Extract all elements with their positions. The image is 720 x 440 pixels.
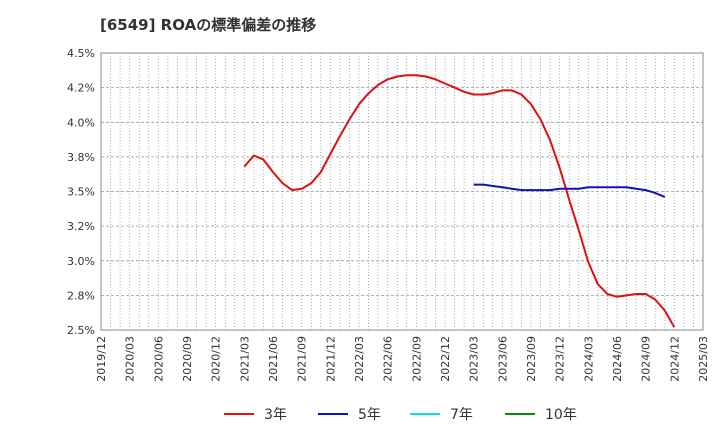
x-tick-label: 2024/09	[640, 336, 653, 382]
y-tick-label: 3.5%	[67, 186, 95, 199]
legend-label: 3年	[264, 407, 287, 423]
x-tick-label: 2023/03	[468, 336, 481, 382]
x-tick-label: 2024/03	[582, 336, 595, 382]
y-tick-label: 3.0%	[67, 255, 95, 268]
x-tick-label: 2022/06	[382, 336, 395, 382]
plot-border	[100, 52, 704, 331]
x-tick-label: 2019/12	[95, 336, 108, 382]
series-line	[473, 183, 666, 198]
x-tick-label: 2025/03	[697, 336, 710, 382]
x-tick-label: 2020/12	[210, 336, 223, 382]
y-tick-label: 2.8%	[67, 289, 95, 302]
x-tick-label: 2023/09	[525, 336, 538, 382]
y-tick-label: 3.8%	[67, 151, 95, 164]
x-tick-label: 2021/12	[324, 336, 337, 382]
x-tick-label: 2022/09	[410, 336, 423, 382]
x-tick-label: 2022/12	[439, 336, 452, 382]
x-tick-label: 2023/12	[554, 336, 567, 382]
x-tick-label: 2024/06	[611, 336, 624, 382]
x-tick-label: 2020/06	[152, 336, 165, 382]
legend-label: 5年	[358, 407, 381, 423]
x-tick-label: 2020/03	[124, 336, 137, 382]
series-line	[243, 74, 676, 328]
y-tick-label: 2.5%	[67, 324, 95, 337]
x-tick-label: 2023/06	[496, 336, 509, 382]
legend-label: 10年	[545, 407, 577, 423]
y-tick-label: 4.5%	[67, 47, 95, 60]
y-tick-label: 4.2%	[67, 82, 95, 95]
x-tick-label: 2022/03	[353, 336, 366, 382]
x-tick-label: 2021/06	[267, 336, 280, 382]
x-tick-label: 2021/03	[238, 336, 251, 382]
x-tick-label: 2021/09	[296, 336, 309, 382]
x-tick-label: 2024/12	[668, 336, 681, 382]
y-tick-label: 3.2%	[67, 220, 95, 233]
legend-label: 7年	[450, 407, 473, 423]
x-tick-label: 2020/09	[181, 336, 194, 382]
chart-title: [6549] ROAの標準偏差の推移	[100, 16, 317, 34]
y-tick-label: 4.0%	[67, 116, 95, 129]
